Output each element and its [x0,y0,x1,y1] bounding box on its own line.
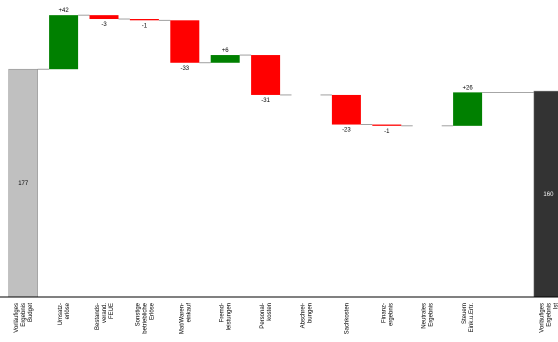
bar [8,68,38,298]
value-label: +6 [222,48,230,54]
x-tick-label: VorläufigesErgebnisIst [539,303,558,333]
x-tick-label: Mat/Waren-einkauf [179,303,192,334]
value-label: -23 [342,128,351,134]
value-label: -1 [384,129,390,135]
value-label: 160 [543,192,554,198]
bar [89,15,119,20]
x-tick-label: SteuernEink.u.Ertr. [462,303,475,333]
bar [129,19,159,21]
x-tick-label: Personal-kosten [260,303,273,329]
value-label: +42 [59,8,70,14]
value-label: 177 [18,181,29,187]
x-tick-label: VorläufigesErgebnisBudget [14,303,34,333]
bar [453,92,483,126]
x-tick-label: Abschrei-bungen [301,303,314,328]
x-tick-label: Fremd-leistungen [220,303,233,330]
bar [331,94,361,125]
value-label: +26 [463,85,474,91]
x-tick-label: Umsatz-erlöse [58,302,71,325]
bar [251,55,281,95]
value-label: -1 [142,23,148,29]
x-tick-label: SonstigebetrieblicheErlöse [135,302,155,333]
x-tick-label: Bestands-verand.FEUE [95,303,115,330]
x-tick-label: Sachkosten [344,303,350,334]
bar [170,20,200,63]
x-tick-label: Finanz-ergebnis [381,303,394,326]
bar [49,15,79,70]
bar [372,124,402,126]
x-tick-label: NeutralesErgebnis [422,303,435,329]
bar [210,55,240,63]
value-label: -31 [261,98,270,104]
value-label: -3 [101,22,107,28]
value-label: -33 [180,66,189,72]
